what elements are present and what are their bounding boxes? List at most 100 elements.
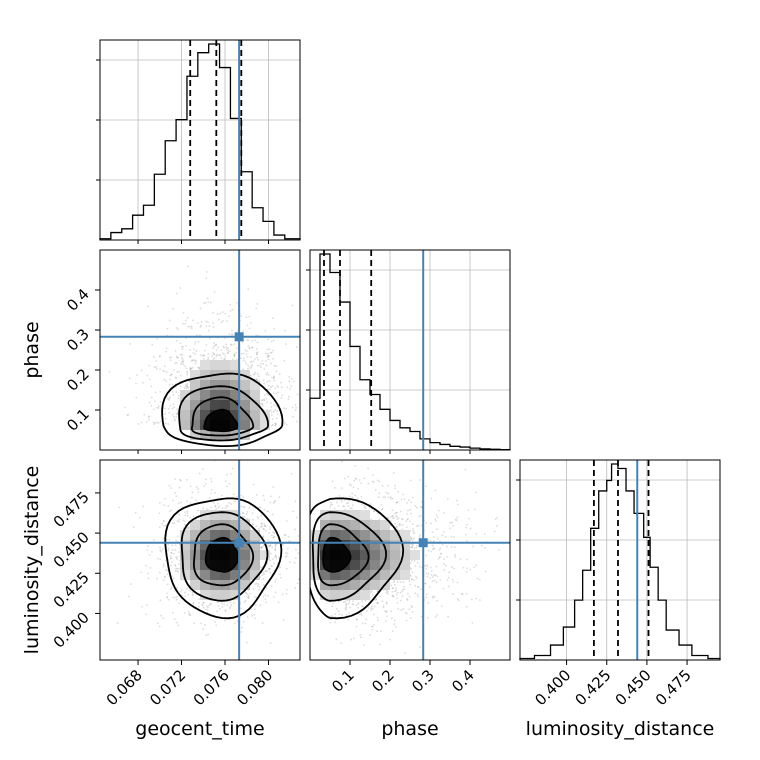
scatter-point <box>452 525 454 527</box>
scatter-point <box>382 606 385 609</box>
scatter-point <box>452 592 454 595</box>
scatter-point <box>178 486 181 489</box>
density-cell <box>180 560 190 570</box>
scatter-point <box>256 351 259 354</box>
truth-marker-geocent_time-vs-phase <box>234 332 244 342</box>
scatter-point <box>456 499 458 502</box>
scatter-point <box>207 606 209 609</box>
scatter-point <box>442 587 445 590</box>
scatter-point <box>174 567 177 570</box>
scatter-point <box>385 611 388 614</box>
scatter-point <box>456 516 459 519</box>
scatter-point <box>212 501 215 504</box>
scatter-point <box>395 526 398 529</box>
scatter-point <box>471 621 474 624</box>
scatter-point <box>246 616 249 619</box>
scatter-point <box>479 599 481 602</box>
scatter-point <box>283 359 286 362</box>
scatter-point <box>419 534 421 537</box>
scatter-point <box>433 547 435 550</box>
scatter-point <box>187 610 190 613</box>
scatter-point <box>246 355 249 358</box>
scatter-point <box>194 353 197 356</box>
scatter-point <box>213 342 216 344</box>
scatter-point <box>418 479 421 481</box>
scatter-point <box>178 518 181 521</box>
scatter-point <box>195 486 198 488</box>
scatter-point <box>405 526 408 529</box>
scatter-point <box>261 399 264 401</box>
scatter-point <box>280 386 283 389</box>
scatter-point <box>245 592 248 595</box>
density-cell <box>340 540 350 550</box>
scatter-point <box>345 613 348 616</box>
scatter-point <box>231 308 234 311</box>
scatter-point <box>171 522 174 524</box>
scatter-point <box>266 356 269 359</box>
scatter-point <box>451 578 454 581</box>
scatter-point <box>217 346 220 349</box>
scatter-point <box>186 514 189 517</box>
scatter-point <box>433 596 436 598</box>
scatter-point <box>438 548 441 551</box>
density-cell <box>180 550 190 560</box>
scatter-point <box>153 423 156 425</box>
scatter-point <box>362 605 365 608</box>
scatter-point <box>159 546 161 549</box>
scatter-point <box>418 565 421 568</box>
scatter-point <box>255 582 258 585</box>
scatter-point <box>167 505 170 508</box>
scatter-point <box>375 598 378 600</box>
density-cell <box>230 520 240 530</box>
scatter-point <box>205 271 208 273</box>
scatter-point <box>256 341 259 344</box>
scatter-point <box>242 512 244 515</box>
scatter-point <box>184 319 187 322</box>
density-cell <box>190 580 200 590</box>
scatter-point <box>440 552 443 555</box>
scatter-point <box>108 370 111 373</box>
scatter-point <box>273 376 275 379</box>
scatter-point <box>207 301 210 304</box>
scatter-point <box>248 506 251 509</box>
scatter-point <box>247 339 249 341</box>
scatter-point <box>254 617 256 620</box>
density-cell <box>220 570 230 580</box>
scatter-point <box>195 360 198 363</box>
scatter-point <box>156 421 158 424</box>
scatter-point <box>283 407 285 410</box>
scatter-point <box>220 321 223 324</box>
scatter-point <box>255 494 258 496</box>
scatter-point <box>255 353 258 356</box>
scatter-point <box>321 388 323 390</box>
scatter-point <box>397 607 400 610</box>
scatter-point <box>242 496 245 499</box>
scatter-point <box>414 584 417 587</box>
scatter-point <box>158 571 161 574</box>
scatter-point <box>247 344 250 347</box>
hist-panel-phase <box>306 249 511 451</box>
density-cell <box>240 420 250 430</box>
x-axis-label-phase: phase <box>381 718 438 740</box>
scatter-point <box>227 351 229 354</box>
scatter-point <box>183 387 186 389</box>
scatter-point <box>254 608 257 610</box>
scatter-point <box>221 602 223 605</box>
scatter-point <box>451 566 453 569</box>
scatter-point <box>143 413 146 416</box>
scatter-point <box>394 512 396 515</box>
scatter-point <box>205 320 207 323</box>
scatter-point <box>250 366 253 369</box>
scatter-point <box>200 622 203 625</box>
scatter-point <box>128 595 130 598</box>
scatter-point <box>166 327 169 330</box>
scatter-point <box>176 356 179 359</box>
density-cell <box>250 540 260 550</box>
density-cell <box>190 570 200 580</box>
scatter-point <box>359 633 362 636</box>
density-cell <box>190 560 200 570</box>
scatter-point <box>232 602 235 604</box>
scatter-point <box>178 370 180 373</box>
scatter-point <box>269 528 271 531</box>
scatter-point <box>215 349 218 351</box>
